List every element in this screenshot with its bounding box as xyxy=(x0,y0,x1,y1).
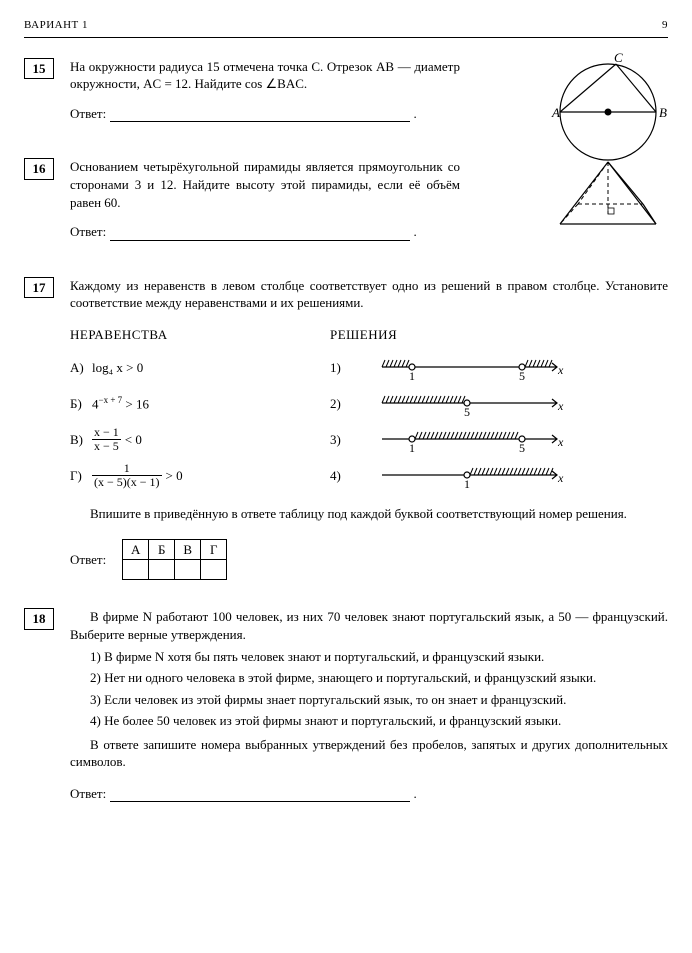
problem-intro: В фирме N работают 100 человек, из них 7… xyxy=(70,608,668,643)
table-header-v: В xyxy=(175,539,201,560)
problem-18: 18 В фирме N работают 100 человек, из ни… xyxy=(24,608,668,802)
answer-period: . xyxy=(410,105,417,123)
problem-text: Основанием четырёхугольной пирамиды явля… xyxy=(70,158,460,211)
answer-line[interactable] xyxy=(110,789,410,802)
problem-number: 15 xyxy=(24,58,54,80)
statement-3: 3) Если человек из этой фирмы знает порт… xyxy=(70,691,668,709)
answer-label: Ответ: xyxy=(70,223,106,241)
problem-number: 16 xyxy=(24,158,54,180)
table-cell[interactable] xyxy=(149,560,175,580)
svg-text:x: x xyxy=(557,363,564,377)
table-header-b: Б xyxy=(149,539,175,560)
answer-period: . xyxy=(410,785,417,803)
table-cell[interactable] xyxy=(123,560,149,580)
problem-tail: В ответе запишите номера выбранных утвер… xyxy=(70,736,668,771)
problem-number: 18 xyxy=(24,608,54,630)
variant-label: ВАРИАНТ 1 xyxy=(24,18,88,33)
answer-line[interactable] xyxy=(110,109,410,122)
solution-1: 1) 1 5 x xyxy=(330,349,668,385)
problem-text: На окружности радиуса 15 отмечена точка … xyxy=(70,58,460,93)
inequality-v: В) x − 1x − 5 < 0 xyxy=(70,421,330,457)
number-line-2: 5 x xyxy=(352,388,567,418)
problem-15: 15 На окружности радиуса 15 отмечена точ… xyxy=(24,58,668,123)
table-note: Впишите в приведённую в ответе таблицу п… xyxy=(70,505,668,523)
solutions-header: РЕШЕНИЯ xyxy=(330,326,668,344)
svg-text:x: x xyxy=(557,435,564,449)
svg-text:5: 5 xyxy=(519,369,525,382)
answer-label: Ответ: xyxy=(70,105,106,123)
inequality-a: А) log₄ x > 0 xyxy=(70,349,330,385)
inequality-g: Г) 1(x − 5)(x − 1) > 0 xyxy=(70,457,330,493)
page-header: ВАРИАНТ 1 9 xyxy=(24,18,668,38)
statement-2: 2) Нет ни одного человека в этой фирме, … xyxy=(70,669,668,687)
svg-text:5: 5 xyxy=(519,441,525,454)
table-header-a: А xyxy=(123,539,149,560)
svg-text:1: 1 xyxy=(464,477,470,490)
svg-text:x: x xyxy=(557,471,564,485)
page-number: 9 xyxy=(662,18,668,33)
problem-16: 16 Основанием четырёхугольной пирамиды я… xyxy=(24,158,668,240)
solution-3: 3) 1 5 x xyxy=(330,421,668,457)
answer-label: Ответ: xyxy=(70,785,106,803)
problem-text: Каждому из неравенств в левом столбце со… xyxy=(70,277,668,312)
problem-number: 17 xyxy=(24,277,54,299)
svg-text:C: C xyxy=(614,52,623,65)
table-header-g: Г xyxy=(201,539,227,560)
number-line-1: 1 5 x xyxy=(352,352,567,382)
inequalities-header: НЕРАВЕНСТВА xyxy=(70,326,330,344)
inequality-b: Б) 4−x + 7 > 16 xyxy=(70,385,330,421)
problem-17: 17 Каждому из неравенств в левом столбце… xyxy=(24,277,668,581)
solution-4: 4) 1 x xyxy=(330,457,668,493)
answer-period: . xyxy=(410,223,417,241)
number-line-4: 1 x xyxy=(352,460,567,490)
answer-label: Ответ: xyxy=(70,551,106,569)
solution-2: 2) 5 x xyxy=(330,385,668,421)
number-line-3: 1 5 x xyxy=(352,424,567,454)
answer-table[interactable]: А Б В Г xyxy=(122,539,227,581)
svg-text:A: A xyxy=(551,105,560,120)
answer-line[interactable] xyxy=(110,228,410,241)
statement-4: 4) Не более 50 человек из этой фирмы зна… xyxy=(70,712,668,730)
statement-1: 1) В фирме N хотя бы пять человек знают … xyxy=(70,648,668,666)
pyramid-figure xyxy=(548,154,668,239)
svg-text:5: 5 xyxy=(464,405,470,418)
svg-text:B: B xyxy=(659,105,667,120)
table-cell[interactable] xyxy=(175,560,201,580)
svg-text:1: 1 xyxy=(409,441,415,454)
svg-text:x: x xyxy=(557,399,564,413)
table-cell[interactable] xyxy=(201,560,227,580)
svg-text:1: 1 xyxy=(409,369,415,382)
